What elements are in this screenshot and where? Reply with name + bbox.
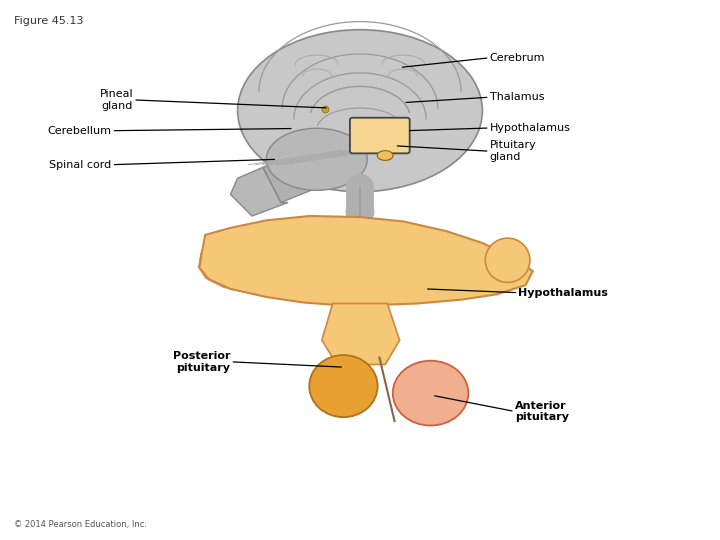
Ellipse shape	[238, 30, 482, 192]
Polygon shape	[230, 167, 288, 216]
Text: Cerebellum: Cerebellum	[48, 126, 112, 136]
FancyBboxPatch shape	[350, 118, 410, 153]
Text: Cerebrum: Cerebrum	[490, 53, 545, 63]
Text: © 2014 Pearson Education, Inc.: © 2014 Pearson Education, Inc.	[14, 520, 148, 529]
Text: Pineal
gland: Pineal gland	[99, 89, 133, 111]
Ellipse shape	[377, 151, 393, 160]
Polygon shape	[199, 216, 533, 305]
Text: Anterior
pituitary: Anterior pituitary	[515, 401, 569, 422]
Ellipse shape	[485, 238, 530, 282]
Polygon shape	[263, 148, 328, 202]
Text: Posterior
pituitary: Posterior pituitary	[173, 351, 230, 373]
Text: Figure 45.13: Figure 45.13	[14, 16, 84, 26]
Text: Hypothalamus: Hypothalamus	[518, 288, 608, 298]
Text: Spinal cord: Spinal cord	[50, 160, 112, 170]
Text: Hypothalamus: Hypothalamus	[490, 123, 570, 133]
Text: Pituitary
gland: Pituitary gland	[490, 140, 536, 162]
Polygon shape	[322, 303, 400, 364]
Polygon shape	[198, 220, 526, 305]
Ellipse shape	[393, 361, 469, 426]
Ellipse shape	[266, 128, 367, 190]
Ellipse shape	[310, 355, 377, 417]
Text: Thalamus: Thalamus	[490, 92, 544, 102]
